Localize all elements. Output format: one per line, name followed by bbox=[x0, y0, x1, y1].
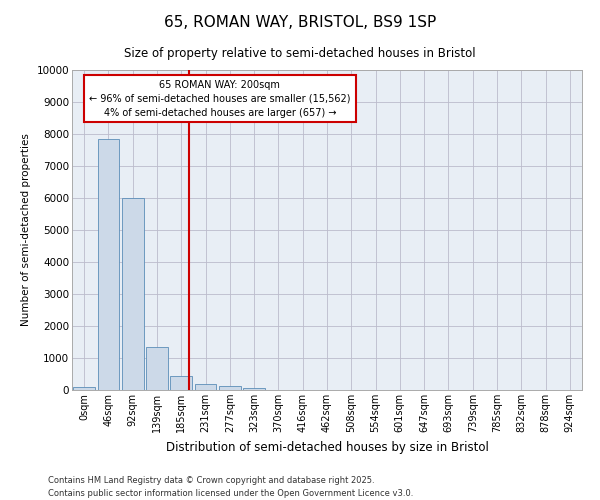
Bar bbox=[73, 387, 95, 390]
Y-axis label: Number of semi-detached properties: Number of semi-detached properties bbox=[21, 134, 31, 326]
Bar bbox=[170, 376, 192, 390]
X-axis label: Distribution of semi-detached houses by size in Bristol: Distribution of semi-detached houses by … bbox=[166, 440, 488, 454]
Text: 65 ROMAN WAY: 200sqm
← 96% of semi-detached houses are smaller (15,562)
4% of se: 65 ROMAN WAY: 200sqm ← 96% of semi-detac… bbox=[89, 80, 350, 118]
Bar bbox=[194, 384, 217, 390]
Text: 65, ROMAN WAY, BRISTOL, BS9 1SP: 65, ROMAN WAY, BRISTOL, BS9 1SP bbox=[164, 15, 436, 30]
Bar bbox=[243, 388, 265, 390]
Bar bbox=[219, 386, 241, 390]
Bar bbox=[122, 198, 143, 390]
Bar bbox=[146, 347, 168, 390]
Text: Contains HM Land Registry data © Crown copyright and database right 2025.
Contai: Contains HM Land Registry data © Crown c… bbox=[48, 476, 413, 498]
Text: Size of property relative to semi-detached houses in Bristol: Size of property relative to semi-detach… bbox=[124, 48, 476, 60]
Bar bbox=[97, 139, 119, 390]
